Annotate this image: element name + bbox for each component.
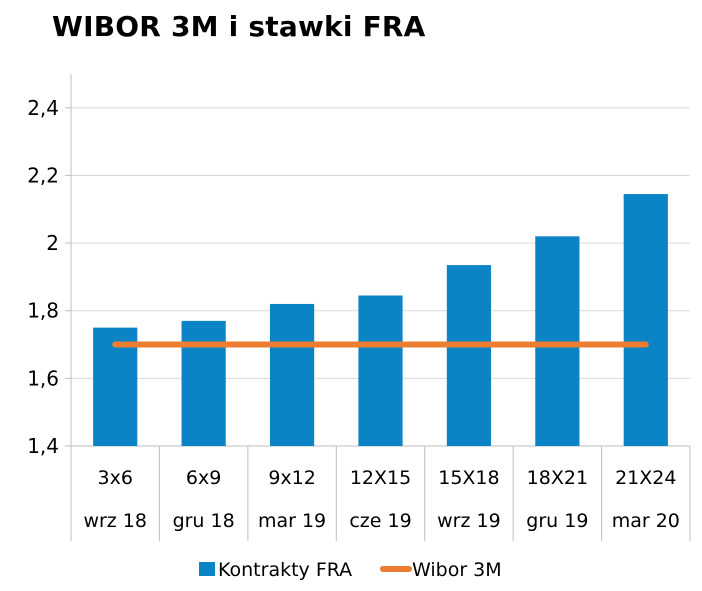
y-tick-label: 2,2 bbox=[27, 163, 59, 187]
bar bbox=[446, 265, 492, 446]
chart-title: WIBOR 3M i stawki FRA bbox=[52, 10, 426, 43]
x-subcategory-label: mar 20 bbox=[612, 510, 680, 532]
bar bbox=[623, 194, 668, 446]
y-tick-label: 1,4 bbox=[27, 434, 59, 458]
x-subcategory-label: wrz 19 bbox=[437, 510, 501, 532]
bar-series bbox=[93, 194, 668, 446]
x-subcategory-label: cze 19 bbox=[349, 510, 411, 532]
legend-label-line: Wibor 3M bbox=[412, 559, 502, 581]
x-category-label: 9x12 bbox=[268, 467, 316, 489]
bar bbox=[358, 295, 403, 446]
legend-label-bar: Kontrakty FRA bbox=[218, 559, 352, 581]
x-subcategory-label: gru 18 bbox=[173, 510, 235, 532]
x-category-label: 21X24 bbox=[615, 467, 676, 489]
legend-swatch-bar bbox=[199, 562, 215, 576]
x-category-label: 12X15 bbox=[350, 467, 411, 489]
x-category-label: 6x9 bbox=[186, 467, 221, 489]
x-category-label: 3x6 bbox=[98, 467, 133, 489]
bar bbox=[269, 303, 315, 446]
y-tick-label: 1,6 bbox=[27, 366, 59, 390]
bar bbox=[535, 236, 580, 446]
y-tick-label: 2,4 bbox=[27, 96, 59, 120]
axis-labels: 1,4 1,6 1,8 2 2,2 2,4 3x6 6x9 9x12 12X15 15X18 18X2… bbox=[27, 96, 680, 532]
bar bbox=[181, 320, 226, 446]
x-subcategory-label: mar 19 bbox=[258, 510, 326, 532]
x-category-label: 18X21 bbox=[527, 467, 588, 489]
legend: Kontrakty FRA Wibor 3M bbox=[199, 559, 502, 581]
x-category-label: 15X18 bbox=[438, 467, 499, 489]
y-tick-label: 1,8 bbox=[27, 299, 59, 323]
x-subcategory-label: wrz 18 bbox=[83, 510, 147, 532]
x-subcategory-label: gru 19 bbox=[526, 510, 588, 532]
y-tick-label: 2 bbox=[46, 231, 59, 255]
